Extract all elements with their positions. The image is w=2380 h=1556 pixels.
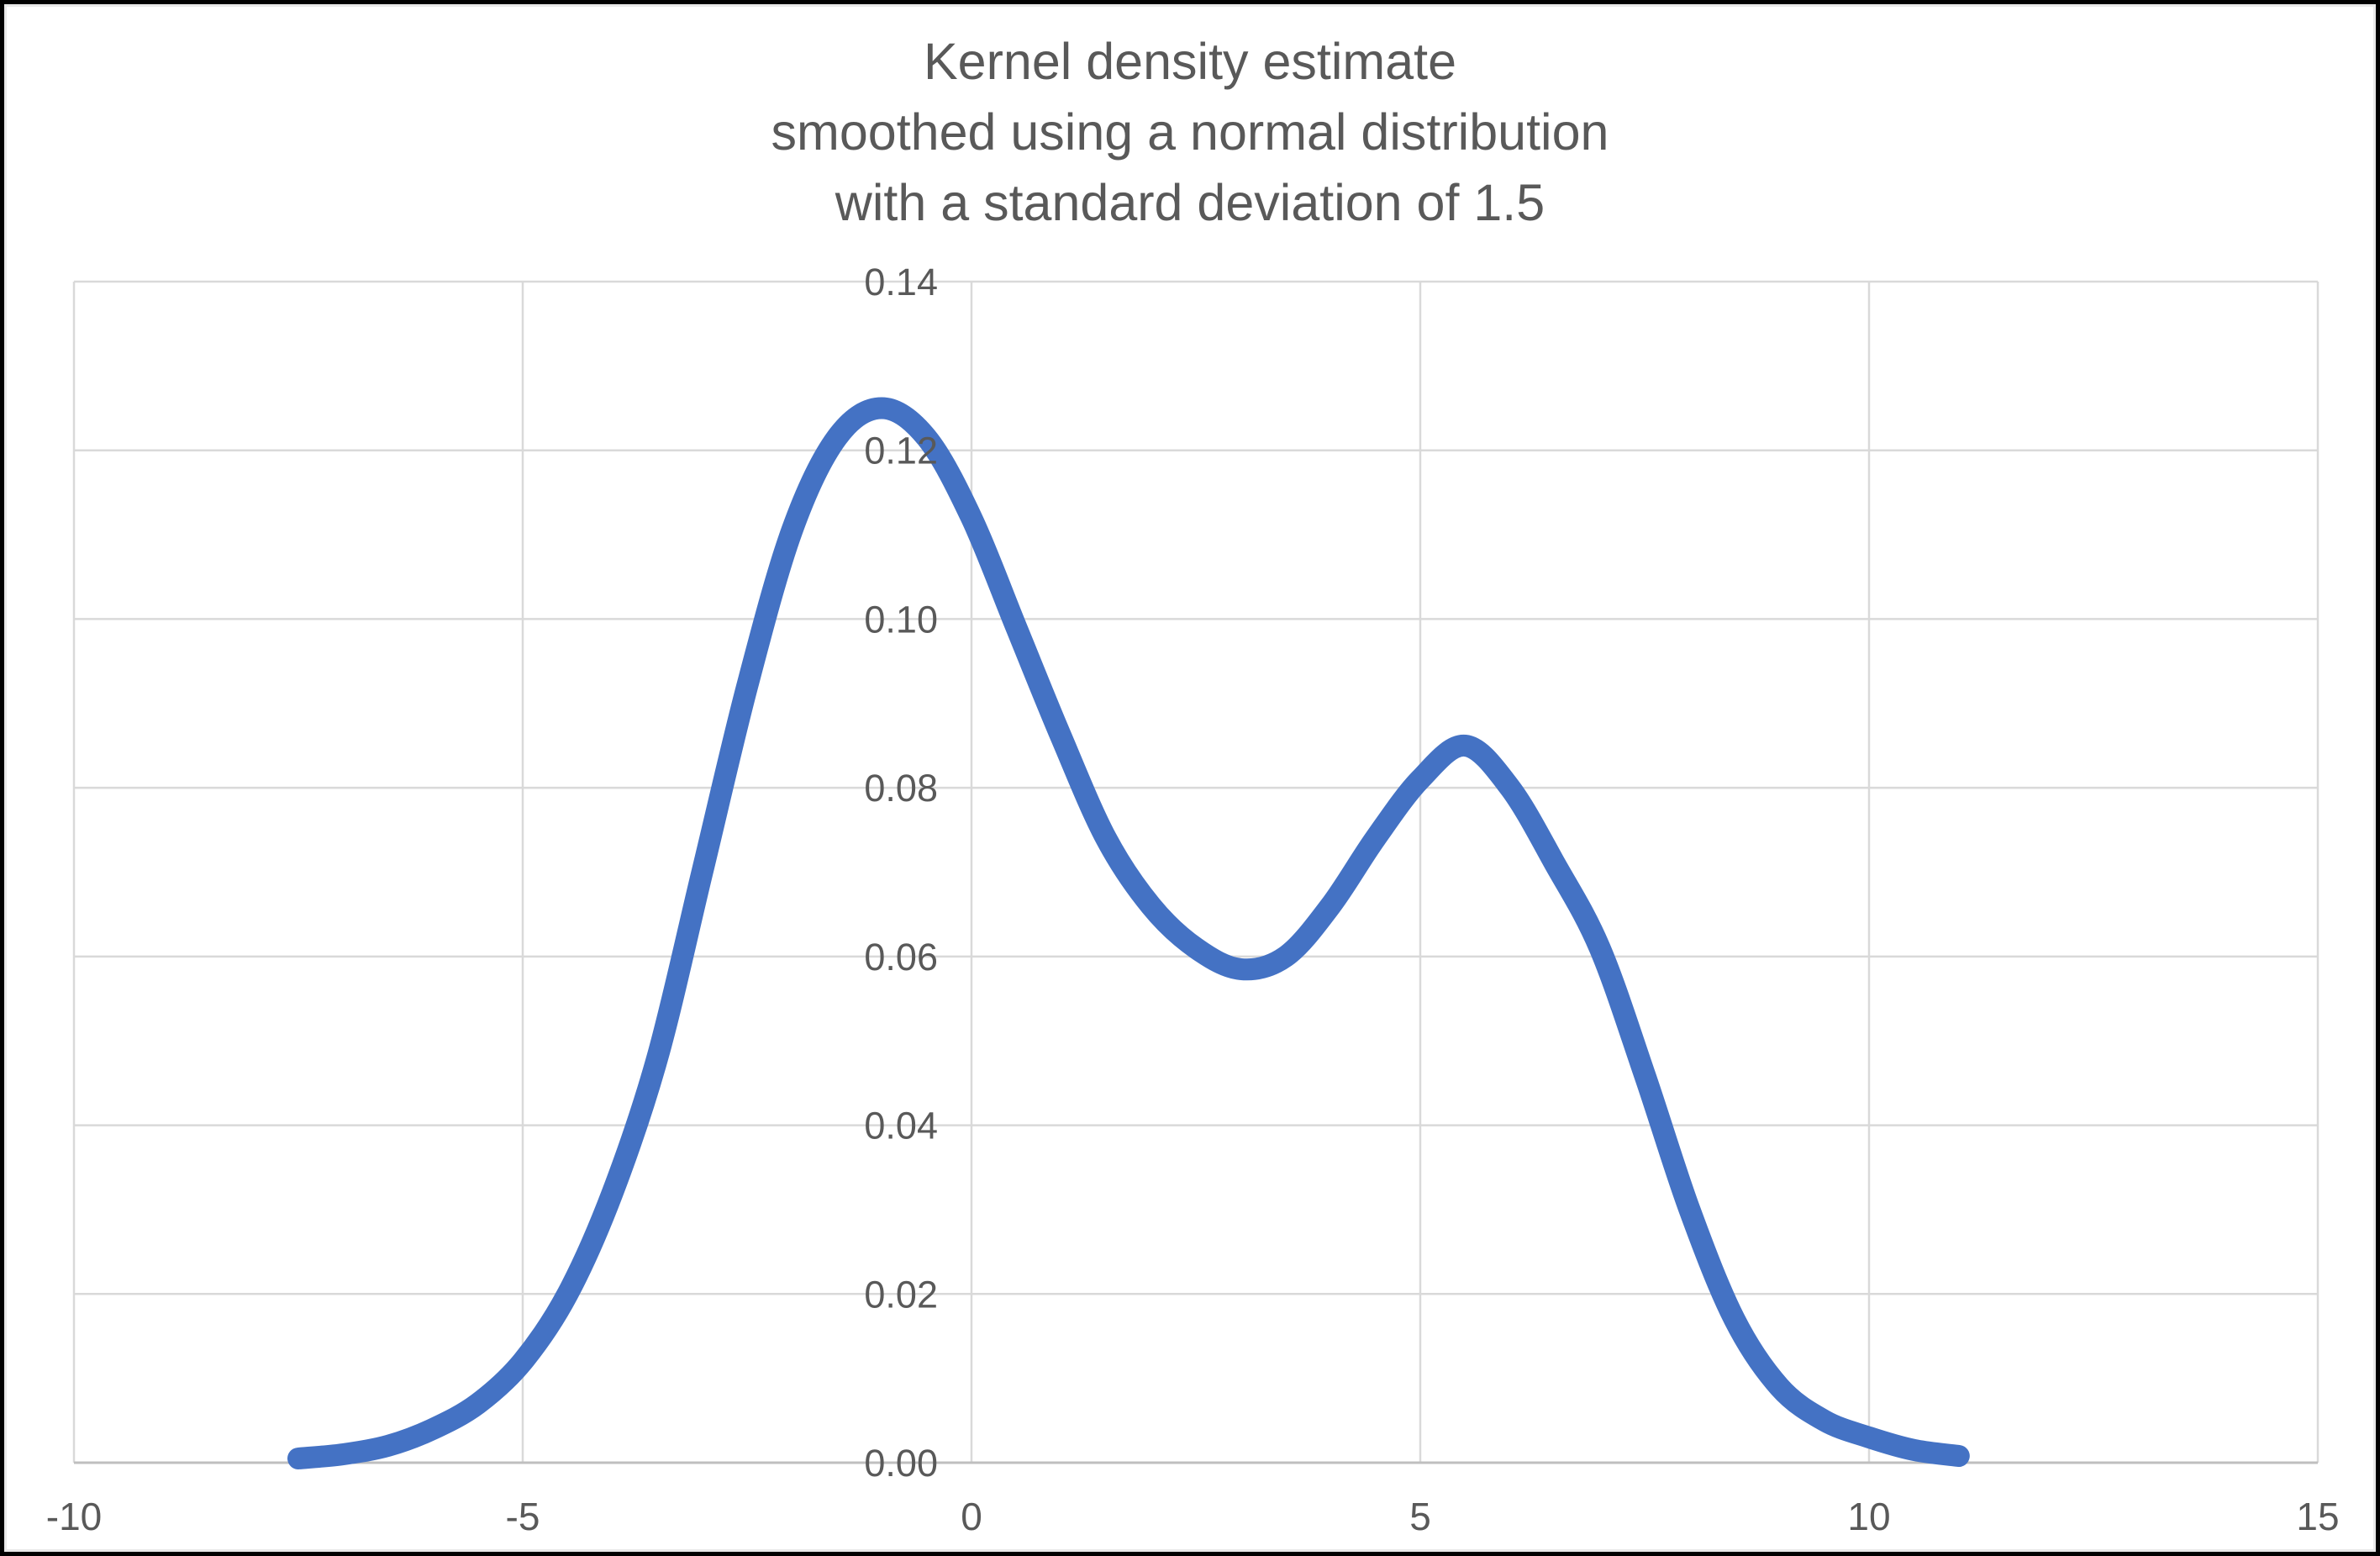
- x-tick-label-10: 10: [1847, 1495, 1890, 1538]
- y-tick-label-0.14: 0.14: [864, 261, 938, 303]
- x-tick-label--5: -5: [506, 1495, 540, 1538]
- chart-title-line-3: with a standard deviation of 1.5: [835, 174, 1545, 231]
- curve-group: [287, 397, 1970, 1469]
- x-tick-label-15: 15: [2296, 1495, 2339, 1538]
- kde-chart: 0.00 0.02 0.04 0.06 0.08 0.10 0.12 0.14 -10 -5 0 5 1…: [46, 261, 2340, 1538]
- y-tick-label-0.10: 0.10: [864, 598, 938, 641]
- x-tick-label--10: -10: [46, 1495, 102, 1538]
- tick-labels-group: 0.00 0.02 0.04 0.06 0.08 0.10 0.12 0.14 -10 -5 0 5 1…: [46, 261, 2340, 1538]
- kde-curve: [287, 397, 1970, 1469]
- x-tick-label-5: 5: [1409, 1495, 1431, 1538]
- x-tick-label-0: 0: [961, 1495, 982, 1538]
- gridlines-group: [72, 280, 2319, 1464]
- y-tick-label-0.06: 0.06: [864, 936, 938, 978]
- y-tick-label-0.00: 0.00: [864, 1442, 938, 1485]
- y-tick-label-0.02: 0.02: [864, 1273, 938, 1316]
- y-tick-label-0.04: 0.04: [864, 1105, 938, 1147]
- y-tick-label-0.08: 0.08: [864, 767, 938, 810]
- chart-title-line-1: Kernel density estimate: [923, 33, 1457, 90]
- chart-title-line-2: smoothed using a normal distribution: [771, 103, 1609, 161]
- chart-title: Kernel density estimate smoothed using a…: [4, 26, 2376, 238]
- y-tick-label-0.12: 0.12: [864, 430, 938, 472]
